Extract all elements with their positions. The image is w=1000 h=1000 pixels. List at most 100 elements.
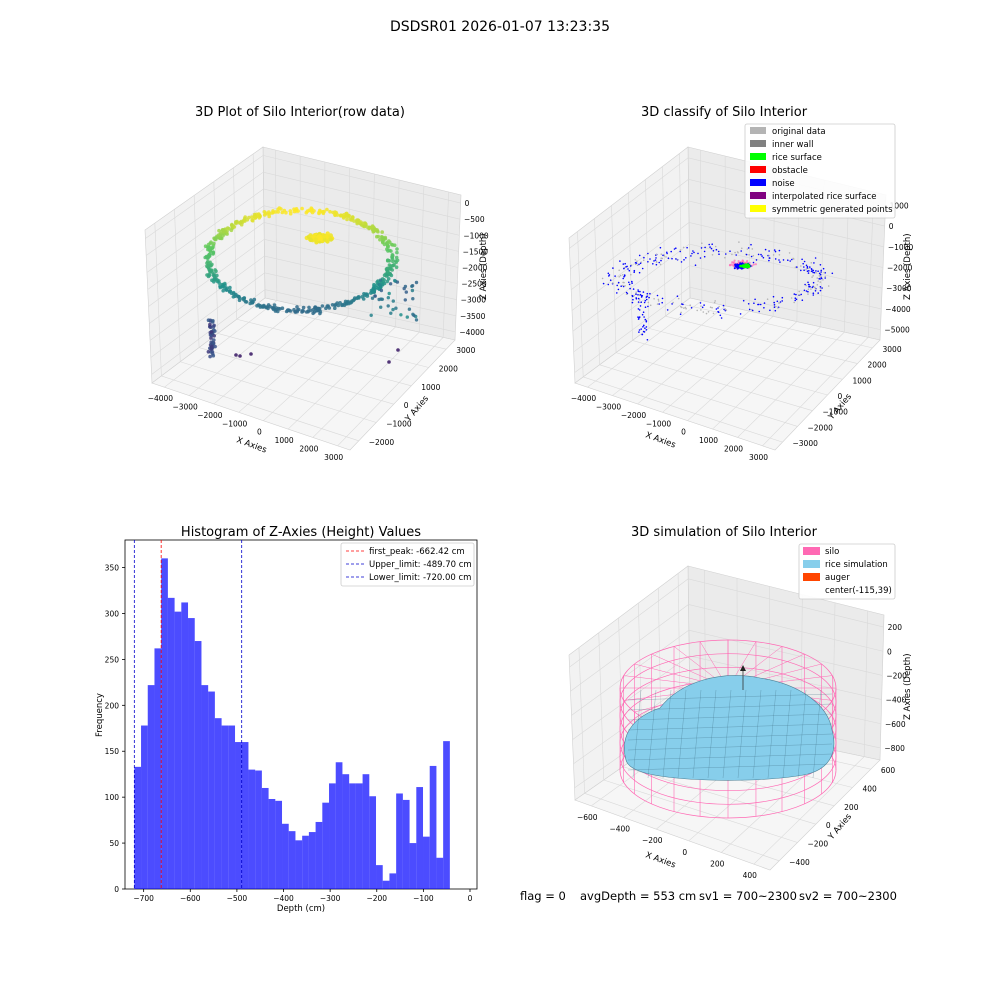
classify-point	[769, 309, 771, 312]
classify-point	[742, 299, 745, 302]
histogram-bar	[416, 787, 424, 889]
classify-point	[777, 307, 779, 309]
rice-mesh	[627, 763, 833, 771]
classify-point	[638, 263, 640, 266]
histogram-bar	[141, 725, 148, 889]
z-tick-label: 0	[465, 199, 470, 208]
raw-point	[216, 233, 221, 237]
y-tick-label: 250	[105, 655, 120, 664]
classify-point	[643, 316, 645, 318]
raw-point	[242, 296, 246, 301]
classify-point	[725, 309, 728, 311]
classify-point	[819, 286, 822, 288]
grid-line	[312, 331, 420, 438]
y-tick-label: 2000	[439, 365, 458, 374]
classify-point	[711, 243, 713, 245]
classify-point	[804, 283, 806, 286]
classify-point	[622, 284, 624, 287]
classify-point	[710, 247, 713, 250]
raw-point	[301, 305, 306, 310]
raw-point	[213, 344, 217, 349]
classify-point	[795, 293, 797, 296]
raw-point	[313, 305, 318, 309]
classify-point	[655, 253, 658, 256]
classify-point	[772, 254, 775, 256]
classify-point	[629, 287, 631, 290]
y-tick-label: 1000	[421, 383, 440, 392]
classify-point	[768, 257, 771, 259]
classify-point	[814, 290, 817, 292]
classify-point	[817, 292, 819, 294]
legend-box	[744, 123, 896, 219]
z-tick-label: −1000	[463, 231, 489, 240]
raw-point	[213, 236, 218, 240]
classify-point	[762, 256, 765, 259]
raw-point	[372, 227, 377, 232]
classify-point	[736, 251, 739, 253]
classify-point	[809, 266, 811, 268]
classify-point	[634, 263, 637, 266]
classify-point	[824, 277, 826, 279]
raw-point	[325, 207, 329, 212]
classify-point	[700, 247, 703, 249]
classify-point	[628, 281, 630, 284]
raw-point	[252, 212, 257, 217]
x-tick-label: −600	[180, 894, 201, 903]
raw-point	[385, 241, 389, 246]
x-tick-label: −3000	[172, 403, 198, 412]
raw-point	[234, 292, 238, 297]
classify-point	[637, 297, 640, 300]
classify-point	[658, 261, 660, 264]
raw-point	[325, 231, 330, 236]
y-tick-label: 1000	[853, 376, 872, 385]
histogram-bar	[382, 880, 390, 889]
histogram-bars	[134, 558, 450, 889]
simulation-ticks: −600 −400 −200 0 200 400 −400 −200 0 200 400 600 200…	[577, 623, 907, 880]
classify-point	[666, 309, 669, 311]
classify-point	[646, 295, 648, 298]
classify-point	[644, 327, 646, 330]
classify-point	[772, 295, 775, 298]
classify-point	[714, 300, 716, 302]
classify-point	[649, 304, 652, 307]
classify-point	[744, 264, 748, 267]
histogram-bar	[423, 836, 430, 889]
x-tick-label: −1000	[646, 419, 672, 428]
classify-point	[628, 269, 631, 272]
raw-point	[395, 250, 399, 255]
classify-point	[622, 263, 625, 265]
grid-line	[213, 310, 325, 405]
raw-point	[370, 224, 375, 228]
raw-point	[204, 254, 209, 259]
classify-point	[647, 252, 649, 255]
classify-point	[640, 301, 642, 304]
classify-point	[718, 253, 720, 255]
classify-point	[812, 294, 815, 296]
classify-point	[616, 292, 618, 294]
classify-point	[701, 242, 703, 244]
classify-point	[645, 298, 648, 301]
classify-point	[802, 262, 804, 265]
footer-sv1: sv1 = 700~2300	[699, 889, 797, 903]
classify-point	[759, 303, 762, 306]
histogram-bar	[134, 766, 142, 889]
classify-point	[661, 297, 664, 300]
raw-point	[363, 293, 367, 298]
raw-point	[229, 228, 234, 233]
classify-point	[739, 264, 742, 268]
classify-point	[639, 262, 642, 265]
histogram-bar	[188, 618, 195, 889]
classify-point	[778, 302, 780, 304]
classify-point	[805, 284, 807, 287]
classify-point	[636, 264, 639, 267]
z-tick-label: −5000	[884, 326, 910, 335]
grid-line	[287, 326, 396, 430]
raw-point	[223, 283, 227, 288]
rice-surface-body	[624, 675, 835, 781]
classify-point	[703, 304, 705, 306]
classify-point	[617, 281, 620, 284]
classify-point	[681, 306, 683, 309]
classify-point	[683, 307, 685, 309]
z-tick-label: −1000	[888, 243, 914, 252]
